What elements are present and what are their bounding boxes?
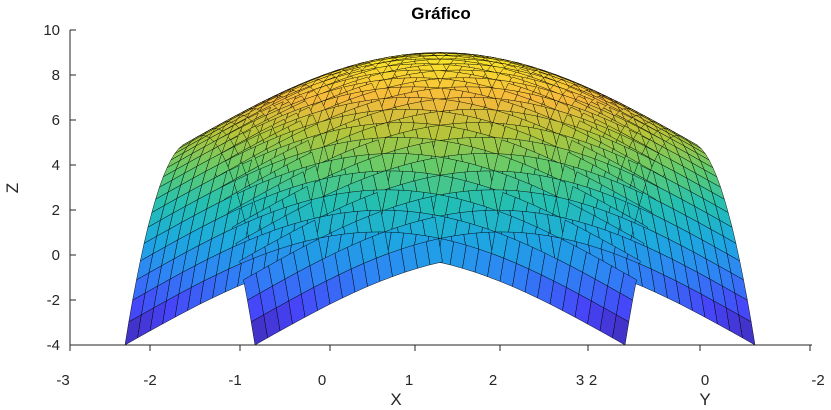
z-tick-label: 2 <box>52 202 60 219</box>
y-tick-label: -2 <box>811 372 824 389</box>
x-axis-label: X <box>390 390 401 409</box>
z-tick-label: 0 <box>52 247 60 264</box>
z-tick-label: 10 <box>43 22 60 39</box>
y-axis-label: Y <box>699 390 710 409</box>
y-tick-label: 2 <box>589 372 597 389</box>
z-tick-label: 6 <box>52 112 60 129</box>
x-tick-label: 0 <box>318 372 326 389</box>
chart-title: Gráfico <box>411 4 471 23</box>
z-tick-label: -4 <box>47 337 60 354</box>
y-tick-label: 0 <box>701 372 709 389</box>
x-tick-label: 1 <box>405 372 413 389</box>
x-tick-label: -1 <box>228 372 241 389</box>
x-tick-label: 2 <box>489 372 497 389</box>
z-tick-label: -2 <box>47 292 60 309</box>
x-tick-label: -2 <box>143 372 156 389</box>
z-axis-label: Z <box>3 183 22 193</box>
z-tick-label: 4 <box>52 157 60 174</box>
x-tick-label: -3 <box>56 372 69 389</box>
z-tick-label: 8 <box>52 67 60 84</box>
x-tick-label: 3 <box>576 372 584 389</box>
